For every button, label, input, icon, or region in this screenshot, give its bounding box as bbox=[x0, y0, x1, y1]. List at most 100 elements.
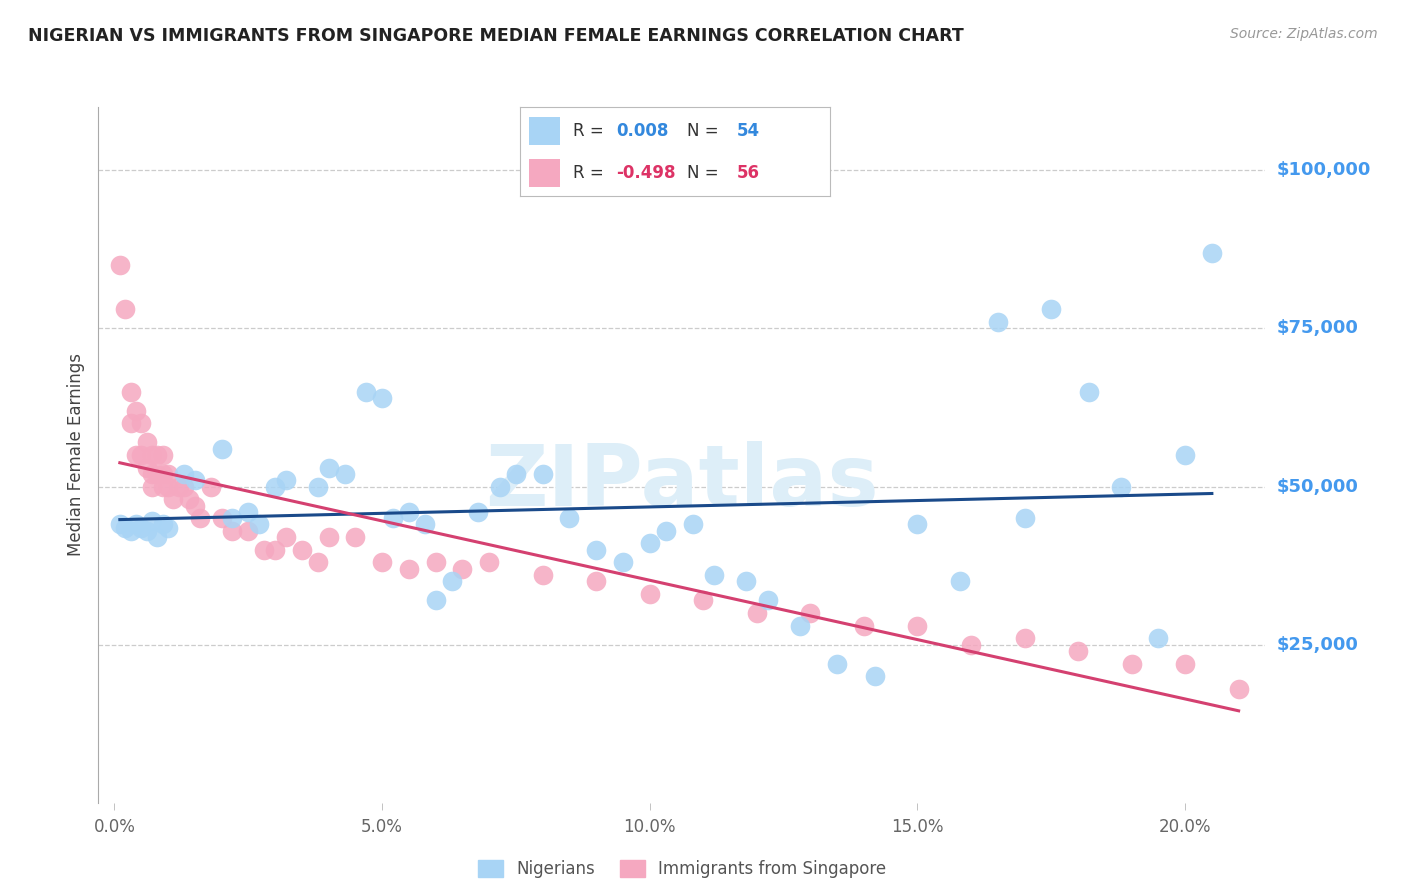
Point bbox=[1121, 657, 1143, 671]
Point bbox=[949, 574, 972, 589]
Point bbox=[108, 517, 131, 532]
Point bbox=[173, 479, 195, 493]
Point bbox=[531, 467, 554, 481]
Point bbox=[756, 593, 779, 607]
Point bbox=[167, 479, 190, 493]
Text: R =: R = bbox=[572, 164, 609, 182]
Point bbox=[655, 524, 678, 538]
Point bbox=[505, 467, 527, 481]
Point bbox=[307, 479, 329, 493]
Point bbox=[478, 556, 501, 570]
Point bbox=[638, 587, 661, 601]
Point bbox=[156, 467, 179, 481]
Text: 0.008: 0.008 bbox=[616, 122, 668, 140]
Point bbox=[162, 492, 184, 507]
Point bbox=[274, 530, 297, 544]
Point bbox=[125, 517, 148, 532]
Point bbox=[467, 505, 489, 519]
Point bbox=[425, 556, 447, 570]
Text: $50,000: $50,000 bbox=[1277, 477, 1358, 496]
Point bbox=[173, 467, 195, 481]
Point bbox=[156, 479, 179, 493]
Point bbox=[692, 593, 714, 607]
Point bbox=[146, 530, 169, 544]
Text: 56: 56 bbox=[737, 164, 759, 182]
Point bbox=[1077, 384, 1099, 399]
Point bbox=[318, 460, 340, 475]
Point bbox=[125, 448, 148, 462]
Point bbox=[135, 524, 157, 538]
Point bbox=[682, 517, 704, 532]
Point bbox=[125, 403, 148, 417]
Point bbox=[1014, 511, 1036, 525]
Point bbox=[398, 562, 420, 576]
Point bbox=[135, 435, 157, 450]
Legend: Nigerians, Immigrants from Singapore: Nigerians, Immigrants from Singapore bbox=[471, 854, 893, 885]
Text: ZIPatlas: ZIPatlas bbox=[485, 442, 879, 524]
Point bbox=[451, 562, 474, 576]
Point bbox=[558, 511, 581, 525]
Y-axis label: Median Female Earnings: Median Female Earnings bbox=[66, 353, 84, 557]
Point bbox=[381, 511, 404, 525]
Point bbox=[585, 542, 607, 557]
Text: 54: 54 bbox=[737, 122, 759, 140]
Point bbox=[371, 556, 394, 570]
Point bbox=[799, 606, 821, 620]
Point bbox=[354, 384, 377, 399]
Point bbox=[852, 618, 875, 632]
Point bbox=[211, 511, 233, 525]
Point bbox=[146, 448, 169, 462]
Point bbox=[531, 568, 554, 582]
Text: NIGERIAN VS IMMIGRANTS FROM SINGAPORE MEDIAN FEMALE EARNINGS CORRELATION CHART: NIGERIAN VS IMMIGRANTS FROM SINGAPORE ME… bbox=[28, 27, 965, 45]
Point bbox=[1067, 644, 1090, 658]
Point bbox=[1014, 632, 1036, 646]
Point bbox=[1040, 302, 1063, 317]
Point bbox=[825, 657, 848, 671]
Text: $100,000: $100,000 bbox=[1277, 161, 1371, 179]
Text: N =: N = bbox=[688, 164, 724, 182]
Point bbox=[238, 505, 260, 519]
Point bbox=[274, 473, 297, 487]
Point bbox=[703, 568, 725, 582]
Text: R =: R = bbox=[572, 122, 609, 140]
Point bbox=[612, 556, 634, 570]
Text: $25,000: $25,000 bbox=[1277, 636, 1358, 654]
Point bbox=[863, 669, 886, 683]
Text: -0.498: -0.498 bbox=[616, 164, 676, 182]
Point bbox=[108, 258, 131, 272]
Point bbox=[1147, 632, 1170, 646]
Point bbox=[1227, 681, 1250, 696]
Point bbox=[371, 391, 394, 405]
Point bbox=[156, 521, 179, 535]
Point bbox=[141, 479, 163, 493]
Point bbox=[152, 467, 174, 481]
Point bbox=[135, 460, 157, 475]
Point bbox=[440, 574, 463, 589]
Point bbox=[425, 593, 447, 607]
Point bbox=[129, 448, 152, 462]
Point bbox=[221, 511, 243, 525]
Point bbox=[960, 638, 983, 652]
Point bbox=[745, 606, 768, 620]
Point bbox=[789, 618, 811, 632]
Text: Source: ZipAtlas.com: Source: ZipAtlas.com bbox=[1230, 27, 1378, 41]
Point bbox=[188, 511, 211, 525]
Point bbox=[638, 536, 661, 550]
Point bbox=[264, 479, 287, 493]
Point bbox=[247, 517, 270, 532]
Bar bbox=[530, 117, 561, 145]
Point bbox=[907, 517, 929, 532]
Point bbox=[333, 467, 356, 481]
Point bbox=[585, 574, 607, 589]
Point bbox=[141, 448, 163, 462]
Point bbox=[398, 505, 420, 519]
Point bbox=[141, 514, 163, 528]
Point bbox=[344, 530, 367, 544]
Point bbox=[987, 315, 1010, 329]
Point bbox=[413, 517, 436, 532]
Point bbox=[489, 479, 512, 493]
Point bbox=[114, 302, 136, 317]
Point bbox=[179, 492, 201, 507]
Point bbox=[211, 442, 233, 456]
Point bbox=[1201, 245, 1223, 260]
